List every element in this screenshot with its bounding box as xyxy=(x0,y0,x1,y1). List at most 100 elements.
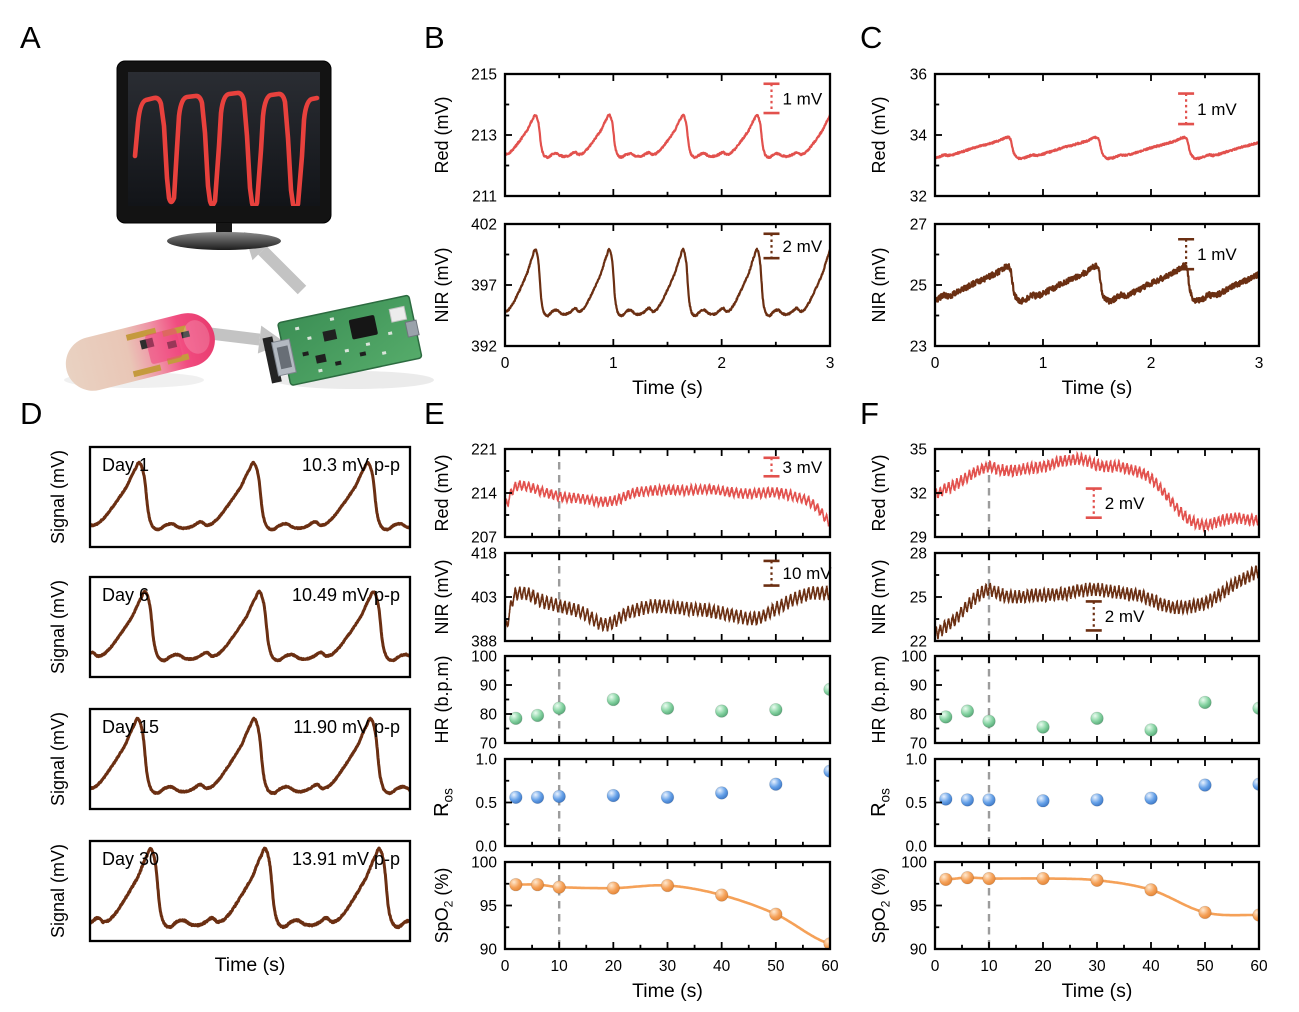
x-tick-label: 10 xyxy=(551,958,569,975)
x-tick-label: 40 xyxy=(713,958,731,975)
x-tick-label: 50 xyxy=(1196,958,1214,975)
pcb-bracket xyxy=(262,336,282,384)
green-data-dot xyxy=(509,711,523,726)
day-label: Day 1 xyxy=(102,455,149,475)
y-tick-label: 100 xyxy=(471,649,497,666)
y-tick-label: 32 xyxy=(910,486,927,503)
orange-data-dot xyxy=(1036,871,1050,886)
orange-data-dot xyxy=(1090,873,1104,887)
y-tick-label: 0.5 xyxy=(905,795,927,812)
data-series xyxy=(505,585,830,633)
y-tick-label: 35 xyxy=(910,442,927,459)
peak-to-peak-label: 13.91 mV p-p xyxy=(292,849,400,869)
axis-frame xyxy=(503,757,832,848)
y-tick-label: 90 xyxy=(910,942,928,959)
orange-data-dot xyxy=(530,877,545,892)
panel-c-label: C xyxy=(860,20,883,55)
y-axis-label: HR (b.p.m) xyxy=(869,655,889,743)
scale-bar: 3 mV xyxy=(763,456,823,478)
axis-frame xyxy=(933,551,1261,643)
y-axis-label: Red (mV) xyxy=(869,454,889,531)
y-tick-label: 0.0 xyxy=(475,839,497,856)
peak-to-peak-label: 10.3 mV p-p xyxy=(302,455,400,475)
y-axis-label: Red (mV) xyxy=(432,96,452,173)
green-data-dot xyxy=(769,702,783,717)
y-tick-label: 27 xyxy=(910,217,927,234)
y-tick-label: 0.5 xyxy=(475,795,497,812)
green-data-dot xyxy=(982,714,996,728)
x-tick-label: 3 xyxy=(826,355,835,372)
blue-data-dot xyxy=(960,793,975,807)
blue-data-dot xyxy=(982,793,996,807)
y-tick-label: 213 xyxy=(471,128,497,145)
panel-d-label: D xyxy=(20,396,43,431)
y-tick-label: 397 xyxy=(471,278,497,295)
day-label: Day 15 xyxy=(102,717,159,737)
y-axis-label: Signal (mV) xyxy=(48,580,68,674)
waveform xyxy=(505,585,830,633)
axis-frame xyxy=(933,860,1261,951)
x-tick-label: 2 xyxy=(717,355,726,372)
sensor-gold-trace xyxy=(132,364,162,378)
green-data-dot xyxy=(823,682,830,697)
x-tick-label: 0 xyxy=(931,958,940,975)
axis-frame xyxy=(933,222,1261,348)
scale-bar-label: 3 mV xyxy=(783,458,823,477)
y-axis-label: NIR (mV) xyxy=(432,248,452,323)
y-tick-label: 392 xyxy=(471,339,497,356)
orange-data-dot xyxy=(960,870,975,885)
scale-bar: 1 mV xyxy=(1178,237,1237,271)
monitor-stand-base xyxy=(167,232,281,250)
pcb-usb-port xyxy=(404,319,420,338)
B-subplot-1: 392 397 402 NIR (mV) 2 mV xyxy=(432,217,832,356)
green-data-dot xyxy=(1144,723,1158,737)
x-tick-label: 40 xyxy=(1142,958,1160,975)
waveform xyxy=(505,479,830,527)
orange-data-dot xyxy=(552,880,566,894)
x-tick-label: 60 xyxy=(1250,958,1268,975)
panel-f-monitoring-stack: 29 32 35 Red (mV) 2 mV 22 25 28 NIR (mV) 2 mV 70 80… xyxy=(868,442,1268,1003)
green-data-dot xyxy=(939,710,953,724)
sensor-gold-trace xyxy=(125,327,157,341)
C-subplot-0: 32 34 36 Red (mV) 1 mV xyxy=(869,67,1261,206)
scale-bar: 10 mV xyxy=(763,559,833,587)
pcb-small-components xyxy=(302,351,367,366)
y-tick-label: 70 xyxy=(480,736,498,753)
data-series xyxy=(90,846,410,930)
y-axis-label: NIR (mV) xyxy=(869,248,889,323)
scale-bar-label: 10 mV xyxy=(783,564,833,583)
day-label: Day 30 xyxy=(102,849,159,869)
panel-d-longevity-traces: Signal (mV) Day 1 10.3 mV p-p Signal (mV) Da… xyxy=(48,445,412,976)
y-axis-label: NIR (mV) xyxy=(869,560,889,635)
blue-data-dot xyxy=(530,790,545,804)
y-tick-label: 90 xyxy=(910,678,928,695)
y-tick-label: 211 xyxy=(472,189,497,206)
waveform xyxy=(90,589,410,663)
data-series xyxy=(90,460,410,532)
x-tick-label: 0 xyxy=(501,355,510,372)
green-data-dot xyxy=(960,704,975,718)
sensor-chip xyxy=(180,330,191,339)
orange-data-dot xyxy=(939,872,953,887)
blue-data-dot xyxy=(823,764,830,778)
y-tick-label: 100 xyxy=(901,649,927,666)
orange-data-dot xyxy=(823,937,830,949)
E-subplot-4: 90 95 100 SpO2 (%) xyxy=(432,855,832,959)
y-tick-label: 403 xyxy=(471,590,497,607)
y-tick-label: 418 xyxy=(471,546,497,563)
data-series xyxy=(939,695,1259,737)
scale-bar-label: 1 mV xyxy=(1197,245,1237,264)
y-tick-label: 80 xyxy=(910,707,928,724)
circuit-board-illustration xyxy=(262,294,423,386)
axis-frame xyxy=(503,447,832,539)
green-data-dot xyxy=(714,704,729,718)
y-tick-label: 29 xyxy=(910,530,927,547)
monitor-illustration xyxy=(116,60,332,250)
scale-bar: 2 mV xyxy=(763,232,823,260)
y-tick-label: 25 xyxy=(910,278,927,295)
blue-data-dot xyxy=(660,790,675,804)
orange-data-dot xyxy=(606,881,621,895)
